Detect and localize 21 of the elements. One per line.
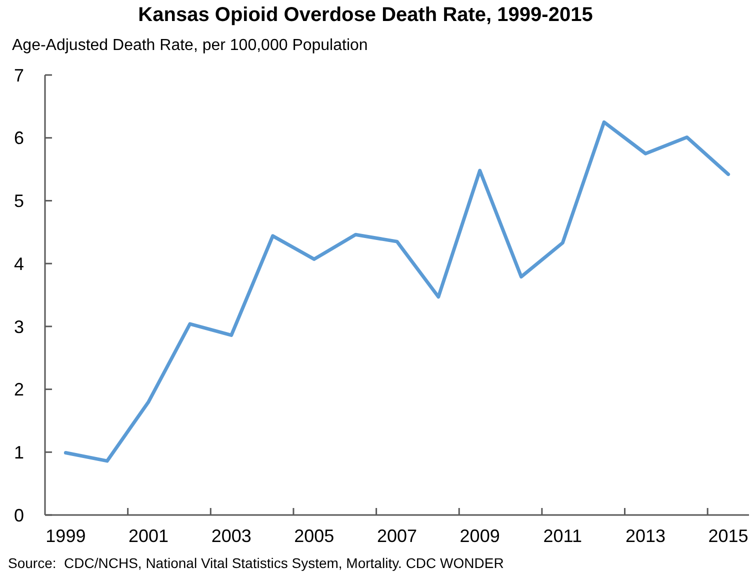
- x-tick-label: 2007: [376, 526, 418, 546]
- y-axis-title: Age-Adjusted Death Rate, per 100,000 Population: [12, 36, 368, 56]
- x-tick-label: 2003: [211, 526, 252, 546]
- y-tick-label: 0: [14, 505, 24, 526]
- x-tick-label: 1999: [46, 526, 86, 546]
- source-note: Source: CDC/NCHS, National Vital Statistics System, Mortality. CDC WONDER: [8, 554, 504, 572]
- line-series: [64, 120, 730, 463]
- y-tick-label: 2: [14, 380, 24, 400]
- y-tick-label: 7: [14, 65, 24, 86]
- x-tick-label: 2011: [543, 526, 582, 546]
- y-tick-label: 3: [14, 316, 24, 337]
- x-tick-label: 2009: [460, 526, 500, 546]
- x-tick-label: 2015: [708, 526, 748, 546]
- y-tick-label: 1: [14, 442, 24, 463]
- y-tick-label: 4: [14, 254, 24, 274]
- chart-title: Kansas Opioid Overdose Death Rate, 1999-2015: [137, 3, 594, 28]
- y-tick-label: 5: [14, 191, 24, 212]
- x-tick-label: 2013: [625, 526, 666, 546]
- x-tick-label: 2001: [128, 526, 169, 546]
- y-tick-label: 6: [14, 128, 24, 148]
- x-tick-label: 2005: [294, 526, 334, 546]
